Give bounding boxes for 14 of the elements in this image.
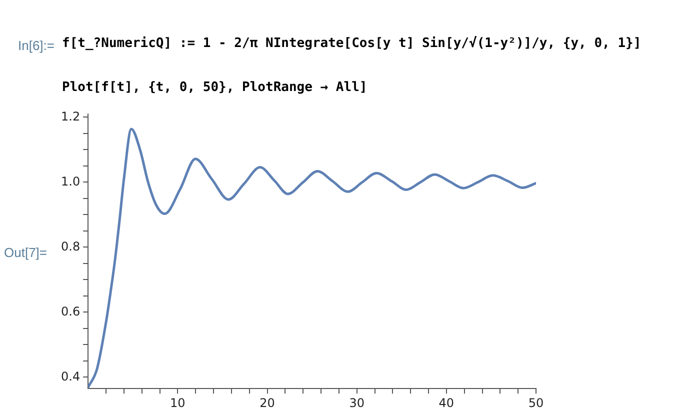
x-tick-label: 10 [170,396,186,410]
x-tick-label: 40 [438,396,454,410]
y-tick-label: 0.8 [60,239,80,254]
text: Out[7]= [4,245,47,260]
text: In[6]:= [18,38,54,53]
y-tick-label: 1.0 [60,174,80,188]
text: f[t_?NumericQ] := 1 - 2/π NIntegrate[Cos[y t] Sin[y/√(1-y²)]/y, {y, 0, 1}] [62,36,642,51]
x-tick-label: 30 [349,396,364,410]
y-tick-label: 0.4 [60,369,80,384]
y-tick-label: 0.6 [60,304,80,318]
y-tick-label: 1.2 [60,109,80,124]
text: Plot[f[t], {t, 0, 50}, PlotRange → All] [62,80,368,95]
x-tick-label: 20 [260,396,275,410]
x-tick-label: 50 [528,396,544,410]
